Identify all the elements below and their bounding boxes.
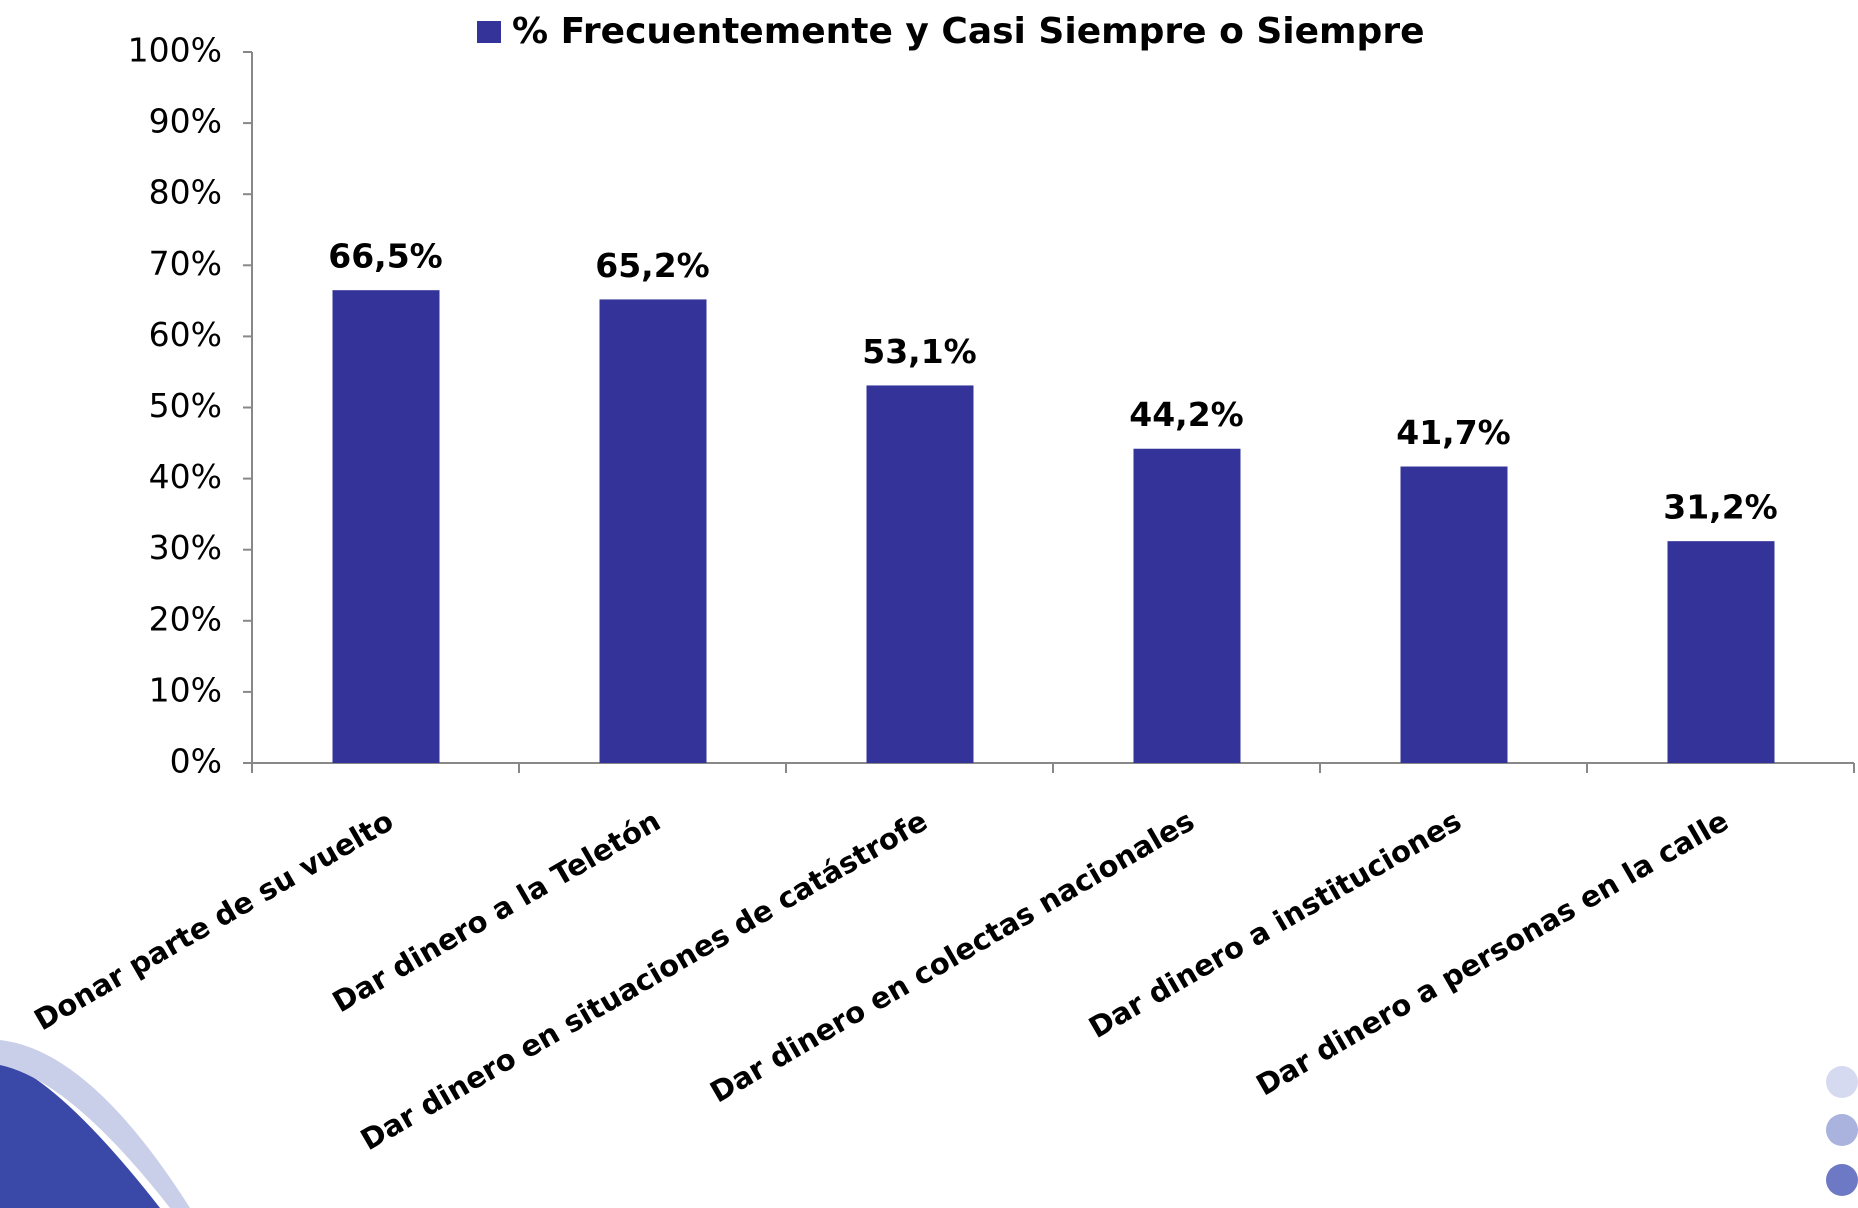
decoration-dot <box>1826 1114 1858 1146</box>
y-tick-label: 90% <box>149 102 222 141</box>
y-tick-label: 100% <box>128 31 222 70</box>
bar <box>1134 449 1241 763</box>
bar <box>867 385 974 763</box>
value-label: 41,7% <box>1396 413 1511 452</box>
chart: 0%10%20%30%40%50%60%70%80%90%100%Donar p… <box>0 0 1858 1208</box>
y-tick-label: 80% <box>149 173 222 212</box>
y-tick-label: 60% <box>149 315 222 354</box>
y-tick-label: 20% <box>149 599 222 638</box>
bar <box>600 299 707 763</box>
value-label: 44,2% <box>1129 395 1244 434</box>
legend-swatch <box>477 21 501 43</box>
x-tick-label: Dar dinero en situaciones de catástrofe <box>355 804 933 1158</box>
y-tick-label: 70% <box>149 244 222 283</box>
y-tick-label: 50% <box>149 386 222 425</box>
value-label: 66,5% <box>328 237 443 276</box>
y-tick-label: 0% <box>170 742 222 781</box>
value-label: 65,2% <box>595 246 710 285</box>
bar <box>1401 467 1508 763</box>
y-tick-label: 10% <box>149 670 222 709</box>
decoration-dot <box>1826 1066 1858 1098</box>
x-tick-label: Dar dinero a personas en la calle <box>1250 804 1734 1103</box>
legend-label: % Frecuentemente y Casi Siempre o Siempr… <box>512 11 1425 52</box>
value-label: 53,1% <box>862 332 977 371</box>
x-tick-label: Dar dinero en colectas nacionales <box>704 804 1200 1110</box>
decoration-dot <box>1826 1164 1858 1196</box>
y-tick-label: 40% <box>149 457 222 496</box>
bar <box>1668 541 1775 763</box>
bar <box>333 290 440 763</box>
y-tick-label: 30% <box>149 528 222 567</box>
value-label: 31,2% <box>1663 488 1778 527</box>
